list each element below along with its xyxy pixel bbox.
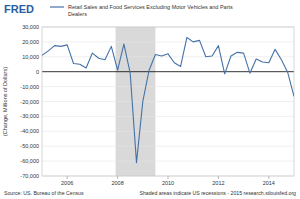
x-tick-label: 2012 [212, 180, 224, 186]
y-tick-label: -70,000 [20, 173, 39, 179]
logo: FRED [4, 3, 34, 15]
y-tick-label: -50,000 [20, 143, 39, 149]
y-tick-label: -40,000 [20, 128, 39, 134]
y-tick-label: -20,000 [20, 99, 39, 105]
x-tick-label: 2010 [162, 180, 174, 186]
x-tick [67, 176, 68, 179]
grid-line [42, 86, 294, 87]
y-tick-label: -10,000 [20, 84, 39, 90]
chart: FRED 30,000 20,000 10,000 0 -10,000 -20,000 -30… [0, 0, 300, 199]
grid-line [42, 101, 294, 102]
grid-line [42, 161, 294, 162]
y-tick-label: -60,000 [20, 158, 39, 164]
grid-line [42, 71, 294, 72]
y-tick-label: -30,000 [20, 113, 39, 119]
legend-swatch [50, 6, 64, 7]
x-tick [168, 176, 169, 179]
source: Source: US. Bureau of the Census [4, 190, 84, 196]
y-tick-label: 30,000 [22, 24, 39, 30]
grid-line [42, 41, 294, 42]
legend-line: Dealers [68, 11, 87, 17]
y-tick-label: 0 [36, 69, 39, 75]
x-tick-label: 2008 [111, 180, 123, 186]
grid-line [42, 56, 294, 57]
x-tick [268, 176, 269, 179]
legend-label: Retail Sales and Food Services Excluding… [68, 4, 233, 17]
x-tick [218, 176, 219, 179]
plot-frame [42, 27, 294, 176]
series-line [42, 37, 294, 162]
y-tick-label: 10,000 [22, 54, 39, 60]
y-axis-label: (Change, Millions of Dollars) [2, 67, 8, 136]
grid-line [42, 146, 294, 147]
x-tick-label: 2014 [263, 180, 275, 186]
x-tick-label: 2006 [61, 180, 73, 186]
legend-line: Retail Sales and Food Services Excluding… [68, 4, 233, 10]
series-group [42, 37, 294, 162]
x-tick [117, 176, 118, 179]
grid-line [42, 131, 294, 132]
y-tick-label: 20,000 [22, 39, 39, 45]
note: Shaded areas indicate US recessions - 20… [139, 190, 296, 196]
grid-line [42, 116, 294, 117]
